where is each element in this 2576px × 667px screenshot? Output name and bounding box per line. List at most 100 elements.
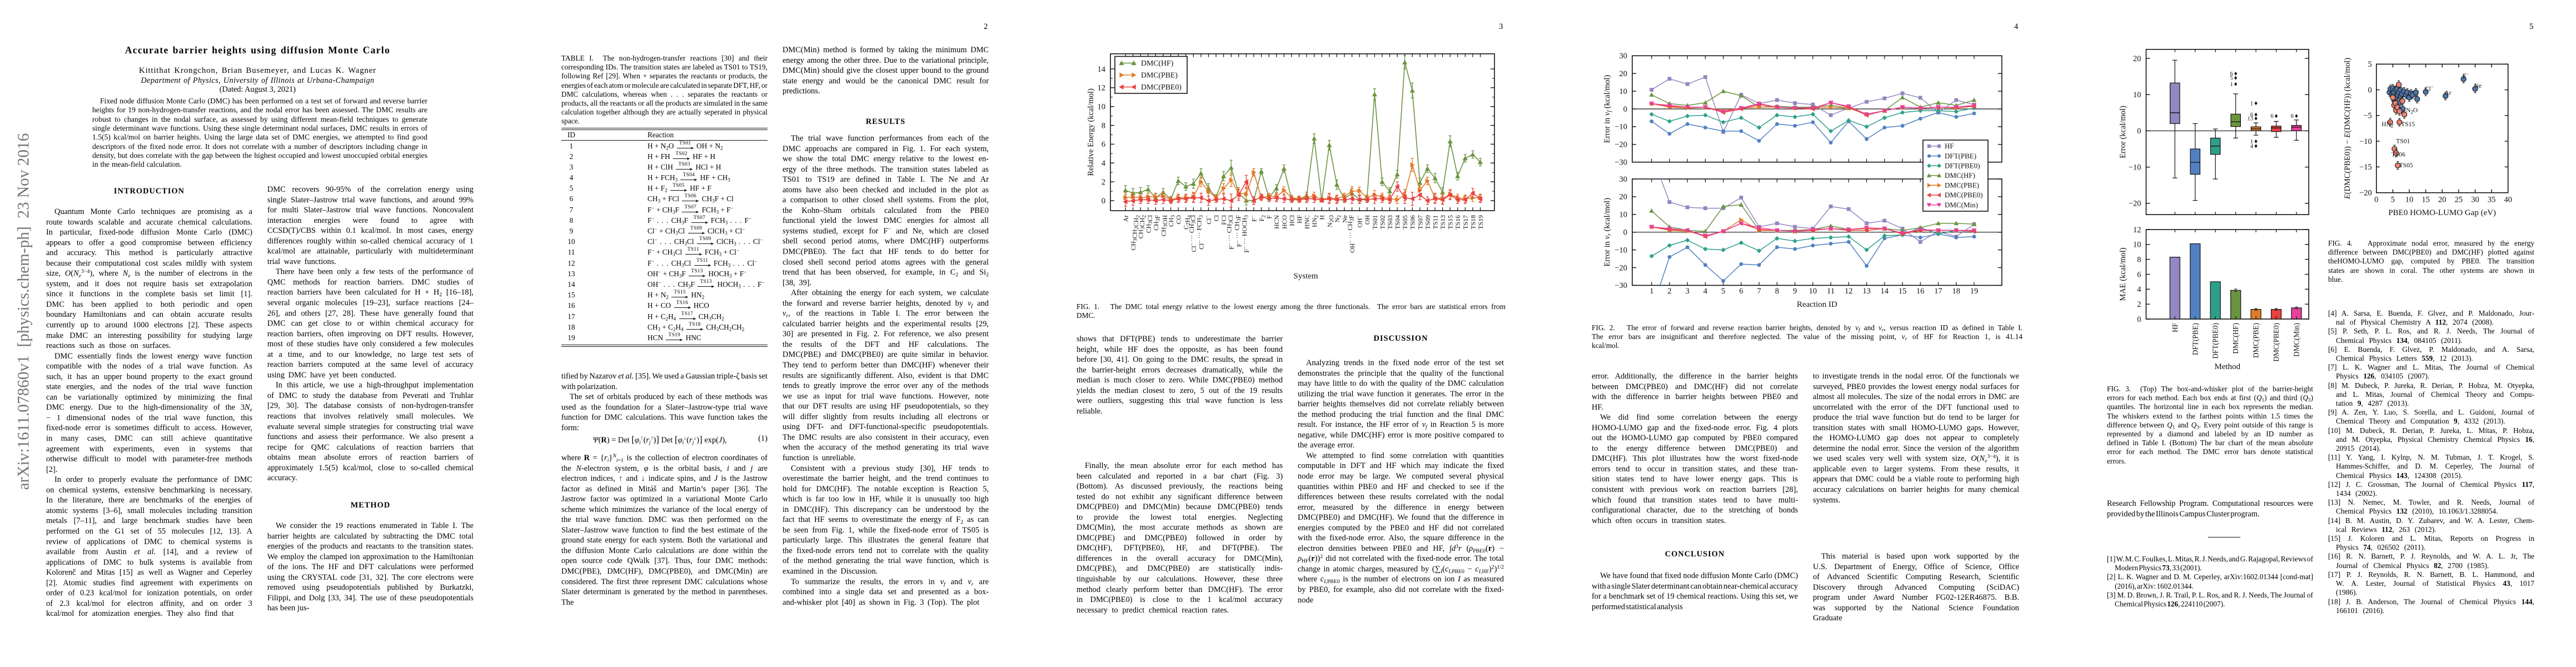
svg-text:Cl− ··· CH3Cl: Cl− ··· CH3Cl: [1188, 215, 1198, 252]
svg-text:−10: −10: [1615, 246, 1627, 255]
svg-text:6: 6: [2291, 113, 2294, 120]
svg-text:TS19: TS19: [1477, 215, 1484, 230]
svg-text:10: 10: [1809, 287, 1817, 296]
svg-text:0: 0: [1623, 228, 1627, 237]
svg-text:TS05: TS05: [1401, 215, 1409, 230]
svg-text:DFT(PBE): DFT(PBE): [2191, 323, 2199, 355]
svg-text:F− ··· CH3F: F− ··· CH3F: [1233, 215, 1243, 247]
svg-text:MAE (kcal/mol): MAE (kcal/mol): [2119, 247, 2127, 301]
svg-text:6: 6: [2270, 113, 2273, 120]
svg-text:−10: −10: [2129, 163, 2141, 172]
svg-text:6: 6: [2250, 112, 2253, 118]
svg-text:HCl: HCl: [1288, 215, 1296, 226]
svg-text:18: 18: [1952, 287, 1961, 296]
svg-text:CH3CH2CH2: CH3CH2CH2: [1129, 215, 1142, 251]
svg-text:Reaction ID: Reaction ID: [1797, 300, 1837, 309]
svg-text:CH3OH: CH3OH: [1159, 215, 1169, 237]
svg-text:Cl−: Cl−: [1205, 215, 1213, 225]
svg-text:Method: Method: [2214, 362, 2240, 371]
svg-text:CH3: CH3: [1167, 215, 1177, 227]
svg-text:H: H: [1318, 215, 1326, 220]
svg-text:Error in vr (kcal/mol): Error in vr (kcal/mol): [1603, 198, 1613, 267]
svg-text:0: 0: [2137, 315, 2141, 324]
svg-text:N2O: N2O: [2406, 107, 2418, 115]
svg-text:20: 20: [2133, 54, 2141, 63]
svg-text:12: 12: [1098, 84, 1106, 93]
svg-text:20: 20: [1619, 193, 1627, 202]
svg-text:1: 1: [2230, 82, 2233, 88]
svg-text:4: 4: [1703, 287, 1708, 296]
svg-text:10: 10: [1098, 103, 1106, 112]
svg-text:DMC(PBE): DMC(PBE): [1141, 71, 1178, 80]
svg-text:−10: −10: [1615, 123, 1627, 132]
svg-text:Cl: Cl: [1213, 215, 1220, 221]
svg-text:9: 9: [1793, 287, 1797, 296]
svg-text:DMC(PBE0): DMC(PBE0): [1141, 83, 1182, 92]
svg-text:14: 14: [1098, 65, 1106, 74]
svg-text:TS02: TS02: [1378, 215, 1386, 230]
svg-text:−10: −10: [2359, 137, 2372, 146]
svg-text:−20: −20: [1615, 141, 1627, 150]
svg-text:DMC(HF): DMC(HF): [1945, 171, 1975, 180]
svg-text:HCO: HCO: [1280, 215, 1288, 229]
svg-text:TS09: TS09: [1424, 215, 1432, 230]
svg-text:10: 10: [1619, 211, 1627, 220]
svg-text:2: 2: [2137, 300, 2141, 309]
svg-text:35: 35: [2488, 196, 2496, 205]
svg-text:0: 0: [2368, 86, 2372, 94]
svg-text:3: 3: [1686, 287, 1690, 296]
svg-text:15: 15: [2421, 196, 2430, 205]
svg-text:8: 8: [1775, 287, 1779, 296]
svg-text:−20: −20: [2359, 188, 2372, 197]
svg-text:DFT(PBE0): DFT(PBE0): [1945, 161, 1980, 170]
svg-text:CO: CO: [1175, 215, 1183, 225]
svg-text:5: 5: [2391, 196, 2395, 205]
svg-text:DMC(Min): DMC(Min): [1945, 201, 1978, 209]
svg-text:11: 11: [1827, 287, 1835, 296]
svg-text:HF: HF: [2171, 323, 2179, 332]
svg-text:14: 14: [1881, 287, 1889, 296]
svg-text:TS06: TS06: [2391, 152, 2405, 158]
svg-text:2: 2: [1102, 178, 1105, 187]
svg-text:DMC(PBE): DMC(PBE): [1945, 181, 1979, 190]
svg-text:F−: F−: [2463, 71, 2469, 79]
svg-text:TS01: TS01: [2396, 138, 2410, 145]
svg-text:DFT(PBE0): DFT(PBE0): [2211, 323, 2220, 359]
svg-text:2: 2: [1667, 287, 1671, 296]
svg-text:DMC(PBE): DMC(PBE): [2252, 323, 2260, 358]
svg-text:DMC(PBE0): DMC(PBE0): [1945, 191, 1983, 199]
svg-text:−5: −5: [2363, 112, 2371, 121]
svg-text:1: 1: [2250, 101, 2253, 107]
svg-text:6: 6: [1739, 287, 1743, 296]
svg-text:−15: −15: [2359, 163, 2372, 172]
svg-text:OH: OH: [1363, 215, 1371, 225]
svg-text:20: 20: [1619, 69, 1627, 78]
svg-text:TS13: TS13: [1439, 215, 1447, 230]
svg-text:DMC(PBE0): DMC(PBE0): [2272, 323, 2280, 362]
svg-text:F2: F2: [1258, 215, 1267, 222]
svg-text:DFT(PBE): DFT(PBE): [1945, 152, 1976, 160]
svg-text:12: 12: [2133, 226, 2141, 235]
svg-text:8: 8: [2137, 255, 2141, 264]
svg-text:Cl−: Cl−: [2425, 84, 2434, 92]
svg-text:DMC(HF): DMC(HF): [1141, 59, 1173, 68]
svg-text:25: 25: [2455, 196, 2463, 205]
svg-text:Cl− ··· FCH3: Cl− ··· FCH3: [1195, 215, 1205, 250]
svg-text:0: 0: [2137, 127, 2141, 136]
svg-text:12: 12: [1845, 287, 1853, 296]
svg-text:F−: F−: [1250, 215, 1258, 222]
svg-text:8: 8: [1102, 121, 1105, 130]
svg-text:TS07: TS07: [1416, 215, 1424, 230]
svg-text:TS06: TS06: [1409, 215, 1417, 230]
svg-text:Ne: Ne: [1341, 215, 1348, 223]
svg-text:Error in vf (kcal/mol): Error in vf (kcal/mol): [1603, 75, 1613, 143]
svg-text:30: 30: [2471, 196, 2479, 205]
svg-text:0: 0: [2374, 196, 2378, 205]
svg-text:FCl: FCl: [1220, 215, 1228, 225]
svg-text:HNC: HNC: [1303, 215, 1311, 229]
svg-text:1: 1: [1650, 287, 1653, 296]
svg-text:DMC(HF): DMC(HF): [2231, 323, 2240, 354]
svg-text:TS15: TS15: [1447, 215, 1454, 230]
svg-text:TS17: TS17: [1462, 215, 1469, 230]
svg-text:6: 6: [1102, 140, 1105, 149]
